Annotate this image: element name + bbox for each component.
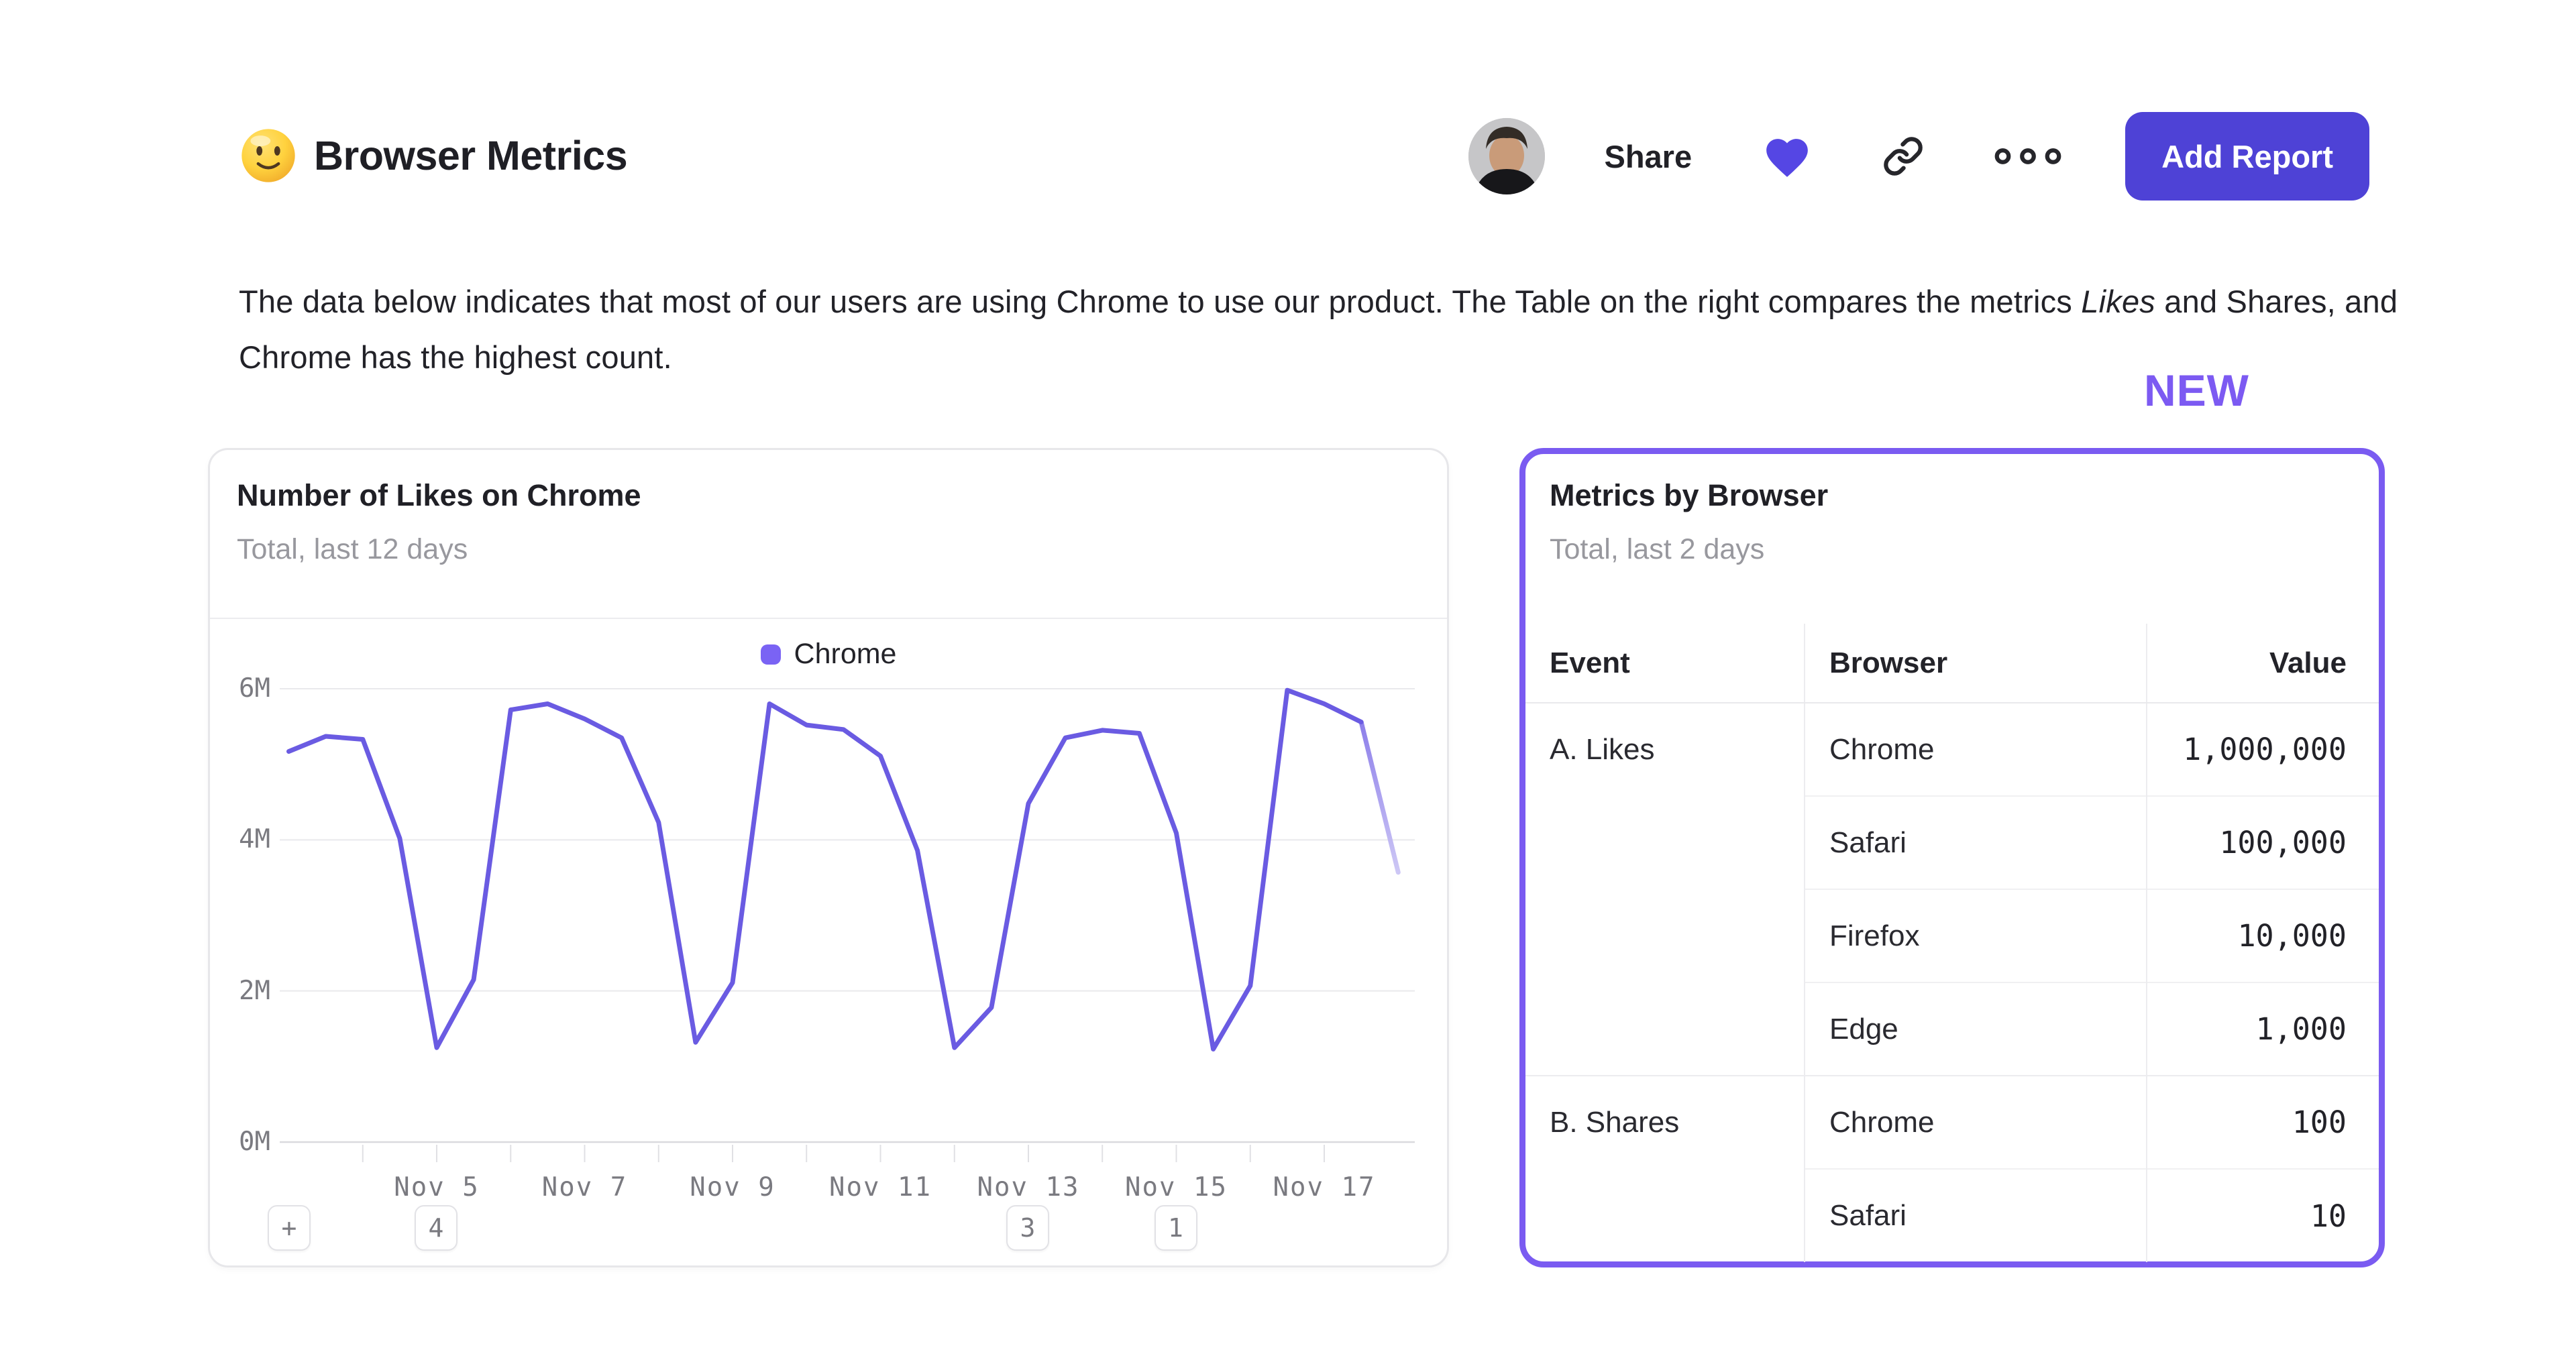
value-cell: 1,000 — [2147, 982, 2379, 1076]
value-cell: 1,000,000 — [2183, 732, 2347, 767]
add-report-button[interactable]: Add Report — [2125, 112, 2369, 201]
x-axis-label: Nov 5 — [394, 1172, 479, 1202]
chrome-series-line-faded — [1358, 720, 1401, 875]
avatar[interactable] — [1468, 118, 1546, 194]
report-description: The data below indicates that most of ou… — [239, 274, 2407, 385]
legend-swatch-icon — [760, 644, 781, 665]
table-row: A. Likes Chrome 1,000,000 — [1525, 703, 2379, 1076]
x-axis-label: Nov 15 — [1125, 1172, 1228, 1202]
annotation-badge-3[interactable]: 3 — [1006, 1205, 1049, 1251]
legend-item-chrome[interactable]: Chrome — [210, 638, 1447, 671]
browser-cell: Chrome — [1805, 1075, 2147, 1169]
more-options-icon[interactable] — [1994, 148, 2061, 165]
table-row: Safari 10 — [1525, 1168, 2379, 1262]
table-header-row: Event Browser Value — [1525, 624, 2379, 703]
y-axis-label-4M: 4M — [239, 824, 270, 855]
annotation-badge-4[interactable]: 4 — [415, 1205, 458, 1251]
event-cell: A. Likes — [1525, 703, 1805, 1076]
event-cell: B. Shares — [1525, 1075, 1805, 1262]
x-axis-label: Nov 17 — [1273, 1172, 1376, 1202]
table-row: Safari 100,000 — [1525, 795, 2379, 889]
column-header-value: Value — [2147, 624, 2379, 703]
x-axis-label: Nov 11 — [829, 1172, 932, 1202]
y-axis-label-0M: 0M — [239, 1127, 270, 1157]
metrics-table: Event Browser Value A. Likes Chrome 1,000,… — [1525, 624, 2379, 1262]
table-card-title: Metrics by Browser — [1550, 478, 1829, 512]
browser-cell: Edge — [1805, 982, 2147, 1076]
y-axis-label-6M: 6M — [239, 673, 270, 703]
y-axis-label-2M: 2M — [239, 975, 270, 1006]
x-axis-label: Nov 9 — [690, 1172, 775, 1202]
chart-card-divider — [210, 618, 1447, 619]
metrics-table-card: Metrics by Browser Total, last 2 days Ev… — [1519, 448, 2385, 1267]
annotation-badge-row: +4 3 1 — [210, 1205, 1447, 1252]
description-text: The data below indicates that most of ou… — [239, 284, 2082, 319]
description-text-tail: and Shares, and Chrome has the highest c… — [239, 284, 2398, 375]
table-row: Firefox 10,000 — [1525, 889, 2379, 982]
value-cell: 100 — [2147, 1075, 2379, 1169]
column-header-browser: Browser — [1805, 624, 2147, 703]
x-axis-label: Nov 13 — [977, 1172, 1080, 1202]
page-title: Browser Metrics — [314, 133, 628, 178]
smiley-emoji-icon — [241, 129, 295, 182]
page-header: Browser Metrics Share — [0, 0, 2576, 215]
browser-cell: Safari — [1805, 795, 2147, 889]
description-italic-likes: Likes — [2081, 284, 2156, 319]
table-card-subtitle: Total, last 2 days — [1550, 533, 1765, 565]
browser-cell: Firefox — [1805, 889, 2147, 982]
annotation-badge-1[interactable]: 1 — [1154, 1205, 1197, 1251]
browser-cell: Safari — [1805, 1168, 2147, 1262]
chart-card-title: Number of Likes on Chrome — [237, 478, 641, 512]
table-row: Edge 1,000 — [1525, 982, 2379, 1076]
legend-label: Chrome — [794, 638, 897, 670]
favorite-heart-icon[interactable] — [1762, 133, 1812, 179]
value-cell: 100,000 — [2147, 795, 2379, 889]
copy-link-icon[interactable] — [1882, 135, 1924, 177]
chart-plot-area[interactable]: Nov 5 Nov 7 Nov 9 Nov 11 Nov 13 Nov 15 Nov 17 — [277, 666, 1417, 1216]
header-actions: Share Add Report — [1468, 112, 2369, 201]
share-button[interactable]: Share — [1604, 138, 1693, 174]
browser-cell: Chrome — [1805, 703, 2147, 796]
value-cell: 10 — [2147, 1168, 2379, 1262]
likes-chart-card: Number of Likes on Chrome Total, last 12… — [208, 448, 1449, 1267]
avatar-photo — [1468, 118, 1546, 194]
chrome-series-line — [286, 687, 1364, 1052]
column-header-event: Event — [1525, 624, 1805, 703]
page-title-wrap: Browser Metrics — [240, 127, 628, 184]
table-row: B. Shares Chrome 100 — [1525, 1075, 2379, 1262]
add-annotation-button[interactable]: + — [268, 1205, 311, 1251]
chart-card-subtitle: Total, last 12 days — [237, 533, 468, 565]
x-axis-label: Nov 7 — [542, 1172, 627, 1202]
new-badge: NEW — [2144, 365, 2249, 415]
value-cell: 10,000 — [2147, 889, 2379, 982]
